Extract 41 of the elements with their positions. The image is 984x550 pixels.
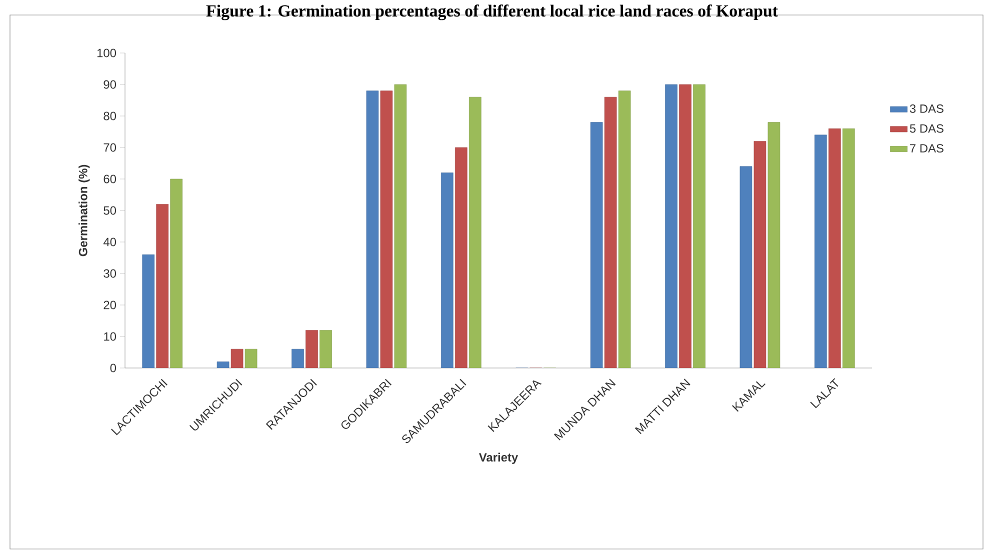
bar <box>455 147 468 368</box>
y-axis-title: Germination (%) <box>78 164 90 256</box>
bar <box>156 204 168 368</box>
bar <box>679 84 692 368</box>
bar <box>590 122 603 368</box>
bar <box>665 84 678 368</box>
bar <box>366 90 379 368</box>
legend-label: 3 DAS <box>910 104 944 113</box>
y-tick-label: 30 <box>104 269 116 278</box>
y-tick-label: 90 <box>104 80 116 89</box>
bar <box>306 330 318 368</box>
y-tick-label: 50 <box>104 206 116 215</box>
bar <box>740 166 752 368</box>
bar <box>170 178 182 368</box>
legend-label: 7 DAS <box>910 144 944 153</box>
bar <box>394 84 407 368</box>
bar <box>604 96 617 368</box>
bar <box>842 128 855 368</box>
y-tick-label: 0 <box>110 364 116 372</box>
bar <box>469 96 482 368</box>
x-axis-title: Variety <box>478 452 518 464</box>
bar <box>814 134 827 368</box>
bar <box>380 90 393 368</box>
bar <box>320 330 332 368</box>
y-tick-label: 20 <box>104 300 116 310</box>
bar <box>441 172 454 368</box>
y-tick-label: 60 <box>104 174 116 184</box>
bar <box>768 122 780 368</box>
bar <box>693 84 706 368</box>
y-tick-label: 40 <box>103 238 116 246</box>
bar <box>142 254 155 368</box>
y-tick-label: 70 <box>104 143 116 152</box>
bar <box>828 128 841 368</box>
y-tick-label: 10 <box>104 332 116 341</box>
y-tick-label: 100 <box>97 48 116 58</box>
y-tick-label: 80 <box>104 112 116 120</box>
legend-label: 5 DAS <box>910 124 944 133</box>
bar <box>618 90 631 368</box>
bar <box>754 141 766 368</box>
chart-title: Figure 1: Germination percentages of different local rice land races of Koraput <box>206 4 778 20</box>
bar <box>292 348 304 368</box>
